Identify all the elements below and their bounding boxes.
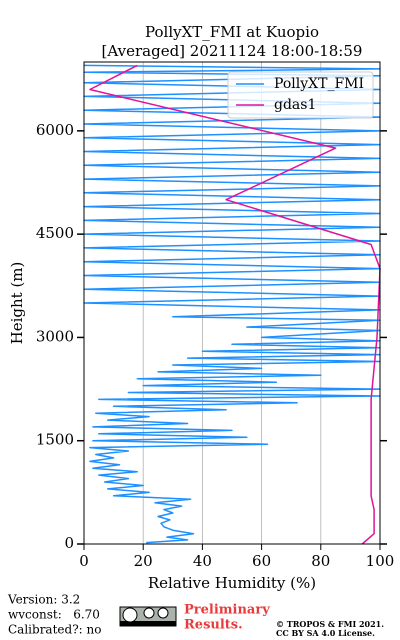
chart-subtitle: [Averaged] 20211124 18:00-18:59 [102,42,363,60]
x-tick-label: 100 [366,552,395,570]
legend-box [227,71,374,119]
cc-badge [119,606,177,627]
y-tick-label: 6000 [36,121,74,139]
plot-frame [83,61,381,545]
y-axis-label: Height (m) [8,262,26,345]
x-tick-label: 60 [252,552,271,570]
x-tick-label: 0 [79,552,89,570]
profile-line [89,64,381,545]
footer-wvconst: wvconst: 6.70 [8,608,100,622]
legend-label: PollyXT_FMI [274,76,364,92]
y-tick-label: 3000 [36,327,74,345]
legend-label: gdas1 [274,97,316,113]
footer-version: Version: 3.2 [7,593,80,607]
x-axis-label: Relative Humidity (%) [148,574,316,592]
footer-license: CC BY SA 4.0 License. [276,628,375,638]
x-tick-label: 80 [311,552,330,570]
x-tick-label: 40 [193,552,212,570]
y-tick-label: 4500 [36,224,74,242]
footer-calibrated: Calibrated?: no [8,623,101,637]
profile-line [83,64,381,544]
chart-title: PollyXT_FMI at Kuopio [145,23,319,41]
y-tick-label: 0 [64,534,74,552]
y-tick-label: 1500 [36,431,74,449]
footer-copyright: © TROPOS & FMI 2021. [276,619,384,629]
footer-results: Results. [184,618,243,633]
x-tick-label: 20 [134,552,153,570]
footer-preliminary: Preliminary [184,603,270,618]
